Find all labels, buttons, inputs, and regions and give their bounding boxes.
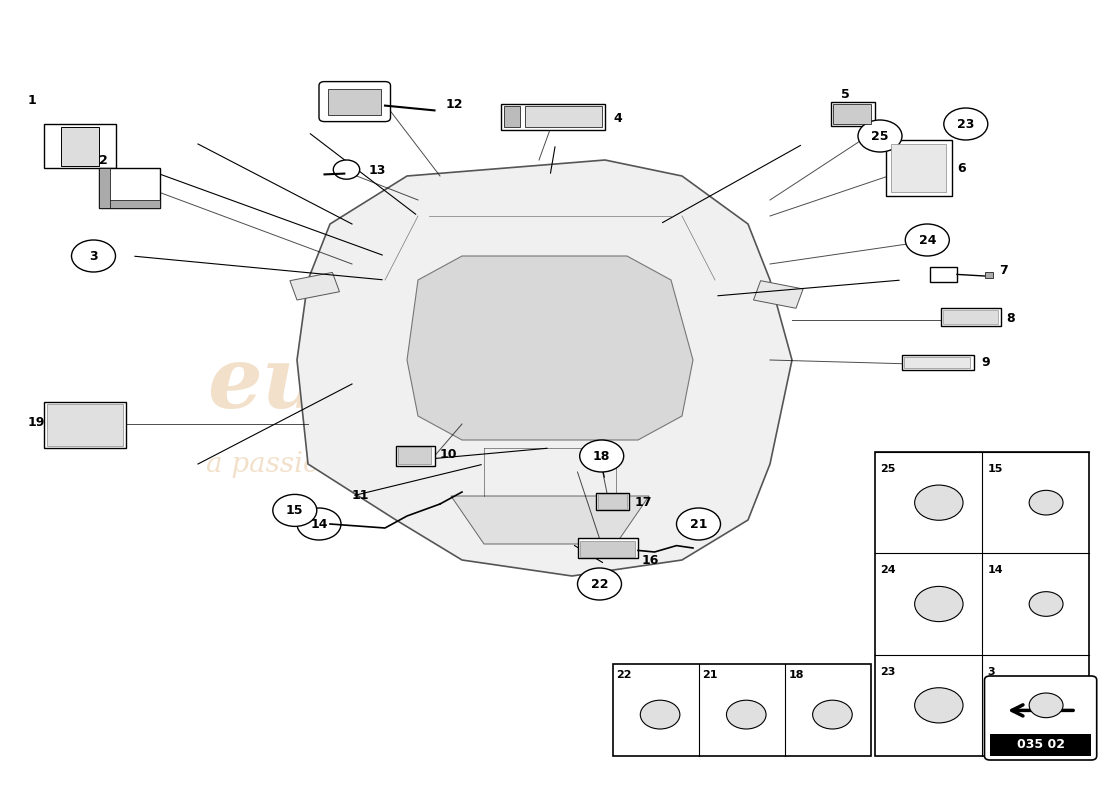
Text: 15: 15 <box>286 504 304 517</box>
Polygon shape <box>407 256 693 440</box>
Circle shape <box>915 688 964 723</box>
Circle shape <box>578 568 621 600</box>
Text: 22: 22 <box>591 578 608 590</box>
Text: 5: 5 <box>842 88 850 102</box>
Text: 15: 15 <box>988 464 1002 474</box>
FancyBboxPatch shape <box>984 676 1097 760</box>
Circle shape <box>944 108 988 140</box>
Text: 14: 14 <box>310 518 328 530</box>
Text: 11: 11 <box>352 489 370 502</box>
Text: 10: 10 <box>440 448 458 461</box>
Text: 24: 24 <box>880 566 895 575</box>
Text: 12: 12 <box>446 98 463 111</box>
Text: eurocars: eurocars <box>207 342 629 426</box>
Text: 21: 21 <box>690 518 707 530</box>
Bar <box>940 308 1001 326</box>
Text: 22: 22 <box>616 670 631 680</box>
Text: 1: 1 <box>28 94 36 107</box>
Text: 16: 16 <box>641 554 659 567</box>
Text: 21: 21 <box>702 670 717 680</box>
Circle shape <box>1030 490 1063 515</box>
Bar <box>99 200 160 208</box>
Text: 17: 17 <box>635 495 652 509</box>
Circle shape <box>813 700 852 729</box>
Bar <box>990 734 1091 756</box>
Bar <box>902 355 974 370</box>
Circle shape <box>297 508 341 540</box>
Bar <box>598 494 627 509</box>
Bar <box>930 267 957 282</box>
Circle shape <box>333 160 360 179</box>
Bar <box>47 404 123 446</box>
Bar <box>99 168 110 208</box>
Circle shape <box>915 485 964 520</box>
Circle shape <box>72 240 116 272</box>
FancyArrowPatch shape <box>1012 705 1074 716</box>
Circle shape <box>273 494 317 526</box>
Bar <box>596 493 629 510</box>
Bar <box>396 446 435 466</box>
Bar <box>833 104 871 124</box>
Text: a passion for parts since 1985: a passion for parts since 1985 <box>206 450 630 478</box>
Text: 23: 23 <box>880 666 895 677</box>
Text: 4: 4 <box>614 111 623 125</box>
Text: 18: 18 <box>789 670 804 680</box>
Text: 24: 24 <box>918 234 936 246</box>
Bar <box>874 452 1089 756</box>
Polygon shape <box>297 160 792 576</box>
Bar <box>754 281 803 308</box>
Circle shape <box>640 700 680 729</box>
Circle shape <box>726 700 766 729</box>
Circle shape <box>676 508 720 540</box>
Polygon shape <box>451 496 649 544</box>
Bar <box>943 310 998 324</box>
Text: 19: 19 <box>28 416 45 429</box>
Bar <box>500 104 605 130</box>
Circle shape <box>905 224 949 256</box>
Bar <box>504 106 520 127</box>
Circle shape <box>1030 592 1063 616</box>
Bar <box>398 447 431 464</box>
FancyBboxPatch shape <box>319 82 390 122</box>
Text: 8: 8 <box>1006 312 1015 325</box>
Bar <box>886 140 952 196</box>
Bar <box>984 272 993 278</box>
Circle shape <box>580 440 624 472</box>
Bar <box>830 102 874 126</box>
Text: 25: 25 <box>880 464 895 474</box>
Circle shape <box>858 120 902 152</box>
Bar <box>525 106 602 127</box>
Bar <box>578 538 638 558</box>
Text: 3: 3 <box>89 250 98 262</box>
Circle shape <box>1030 693 1063 718</box>
Bar <box>891 144 946 192</box>
Bar <box>99 168 160 208</box>
Bar <box>44 124 116 168</box>
Bar <box>290 272 340 300</box>
Text: 2: 2 <box>99 154 108 167</box>
Circle shape <box>915 586 964 622</box>
Text: 14: 14 <box>988 566 1003 575</box>
Bar <box>328 89 381 115</box>
Text: 6: 6 <box>957 162 966 175</box>
Text: 13: 13 <box>368 164 386 178</box>
Bar <box>44 402 127 448</box>
Text: 3: 3 <box>988 666 994 677</box>
Text: 25: 25 <box>871 130 889 142</box>
Text: 23: 23 <box>957 118 975 130</box>
Bar <box>580 541 635 557</box>
Bar <box>904 357 970 368</box>
Bar <box>60 127 99 166</box>
Text: 9: 9 <box>981 357 990 370</box>
Text: 035 02: 035 02 <box>1016 738 1065 751</box>
Text: 7: 7 <box>999 264 1008 277</box>
Text: 18: 18 <box>593 450 611 462</box>
Bar <box>613 664 871 756</box>
